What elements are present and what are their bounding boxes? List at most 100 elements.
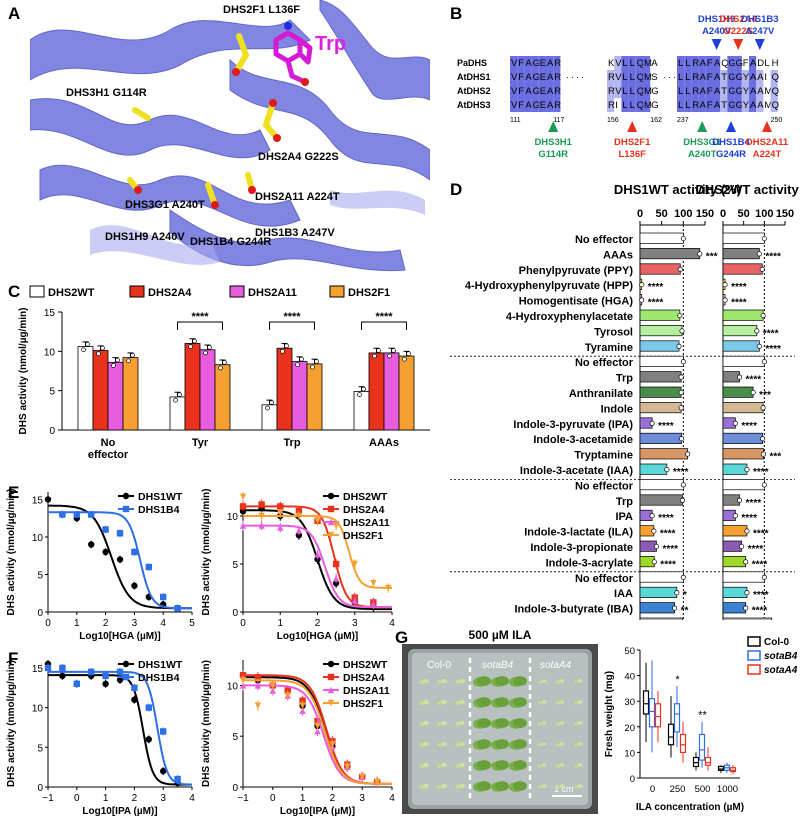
data-point (327, 531, 335, 539)
significance-label: *** (706, 251, 718, 262)
data-point (59, 672, 66, 680)
bar (722, 448, 764, 460)
data-point (406, 351, 411, 357)
x-axis-label: Log10[HGA (µM)] (79, 631, 161, 642)
y-tick-label: 10 (32, 533, 44, 544)
data-point (116, 530, 124, 537)
data-point (756, 251, 762, 257)
data-point (327, 699, 335, 707)
data-point (218, 365, 223, 371)
data-point (744, 528, 750, 534)
residue: L (630, 86, 635, 97)
residue: A (750, 72, 757, 83)
seedling (555, 743, 561, 747)
residue-highlight (643, 84, 651, 98)
residue: A (547, 72, 554, 83)
seedling (559, 700, 565, 704)
data-point (676, 343, 682, 349)
residue-highlight (727, 70, 735, 84)
significance-label: **** (752, 606, 768, 617)
x-axis-label: Log10[IPA (µM)] (280, 806, 355, 817)
data-point (332, 575, 340, 582)
panel-letter-e: E (8, 483, 20, 502)
data-point (239, 677, 247, 684)
mutation-arrow (726, 121, 736, 132)
data-point (750, 389, 756, 396)
panel-letter-c: C (8, 282, 21, 301)
significance-label: **** (662, 544, 678, 555)
bar (722, 463, 748, 475)
residue-highlight (749, 84, 757, 98)
residue-highlight (510, 84, 518, 98)
seedling (513, 739, 527, 749)
effector-label: Indole-3-acetamide (533, 434, 633, 446)
data-point (327, 518, 335, 526)
residue-highlight (756, 70, 764, 84)
legend-label: DHS2A11 (343, 685, 390, 697)
seedling (459, 762, 465, 768)
residue-highlight (510, 98, 518, 112)
structure-label: DHS1H9 A240V (105, 231, 185, 243)
seedling (423, 741, 429, 747)
mutation-change: G244R (716, 149, 746, 160)
box (679, 733, 687, 754)
residue: A (547, 86, 554, 97)
data-point (239, 682, 247, 689)
y-tick-label: 5 (232, 732, 238, 743)
y-tick-label: 10 (624, 748, 635, 759)
residue-highlight (621, 98, 629, 112)
residue: Q (637, 58, 644, 69)
data-point (680, 235, 686, 242)
seedling (423, 699, 429, 705)
category-label: Trp (283, 437, 300, 449)
residue: R (692, 72, 699, 83)
box (654, 703, 662, 728)
seedling (541, 784, 547, 788)
effector-label: Indole-3-propionate (530, 542, 633, 554)
y-tick-label: 0 (630, 774, 635, 785)
x-tick-label: 150 (776, 208, 794, 220)
data-point (361, 386, 366, 392)
seedling (577, 721, 583, 725)
residue-highlight (607, 84, 615, 98)
bar (722, 556, 747, 568)
residue-highlight (621, 84, 629, 98)
data-point (277, 509, 284, 517)
residue: Q (772, 86, 779, 97)
legend-swatch (747, 636, 761, 647)
effector-label: Indole-3-pyruvate (IPA) (513, 419, 633, 431)
mutation-arrow (733, 39, 744, 50)
residue-highlight (628, 70, 636, 84)
residue-number: 117 (553, 117, 564, 124)
data-point (761, 359, 767, 365)
residue-highlight (727, 84, 735, 98)
data-point (314, 722, 321, 730)
seedling (459, 741, 465, 747)
data-point (756, 343, 762, 349)
residue-highlight (713, 56, 721, 70)
fit-curve (48, 670, 192, 786)
chart-e2-dose-response: 0 5 10 0 1 2 3 4 Log10[HGA (µM)] DHS activity (nm… (201, 489, 395, 642)
data-point (736, 374, 743, 380)
y-tick-label: 10 (227, 512, 239, 523)
y-tick-label: 5 (37, 743, 43, 754)
effector-label: Indole-3-lactate (ILA) (524, 527, 633, 539)
residue: T (721, 86, 727, 97)
residue: A (525, 58, 532, 69)
y-tick-label: 5 (232, 560, 238, 571)
seedling (477, 676, 491, 686)
y-axis-label: DHS activity (nmol/µg/min) (201, 489, 212, 616)
alignment-gap: . . . . (566, 70, 584, 80)
residue: M (644, 86, 652, 97)
significance-label: **** (375, 311, 393, 323)
data-point (295, 512, 303, 520)
residue: G (533, 100, 540, 111)
bar (722, 540, 742, 552)
data-point (239, 503, 247, 510)
data-point (254, 682, 262, 689)
effector-label: Tyrosol (594, 326, 633, 338)
data-point (126, 358, 131, 364)
seedling (513, 760, 527, 770)
residue: R (608, 86, 615, 97)
